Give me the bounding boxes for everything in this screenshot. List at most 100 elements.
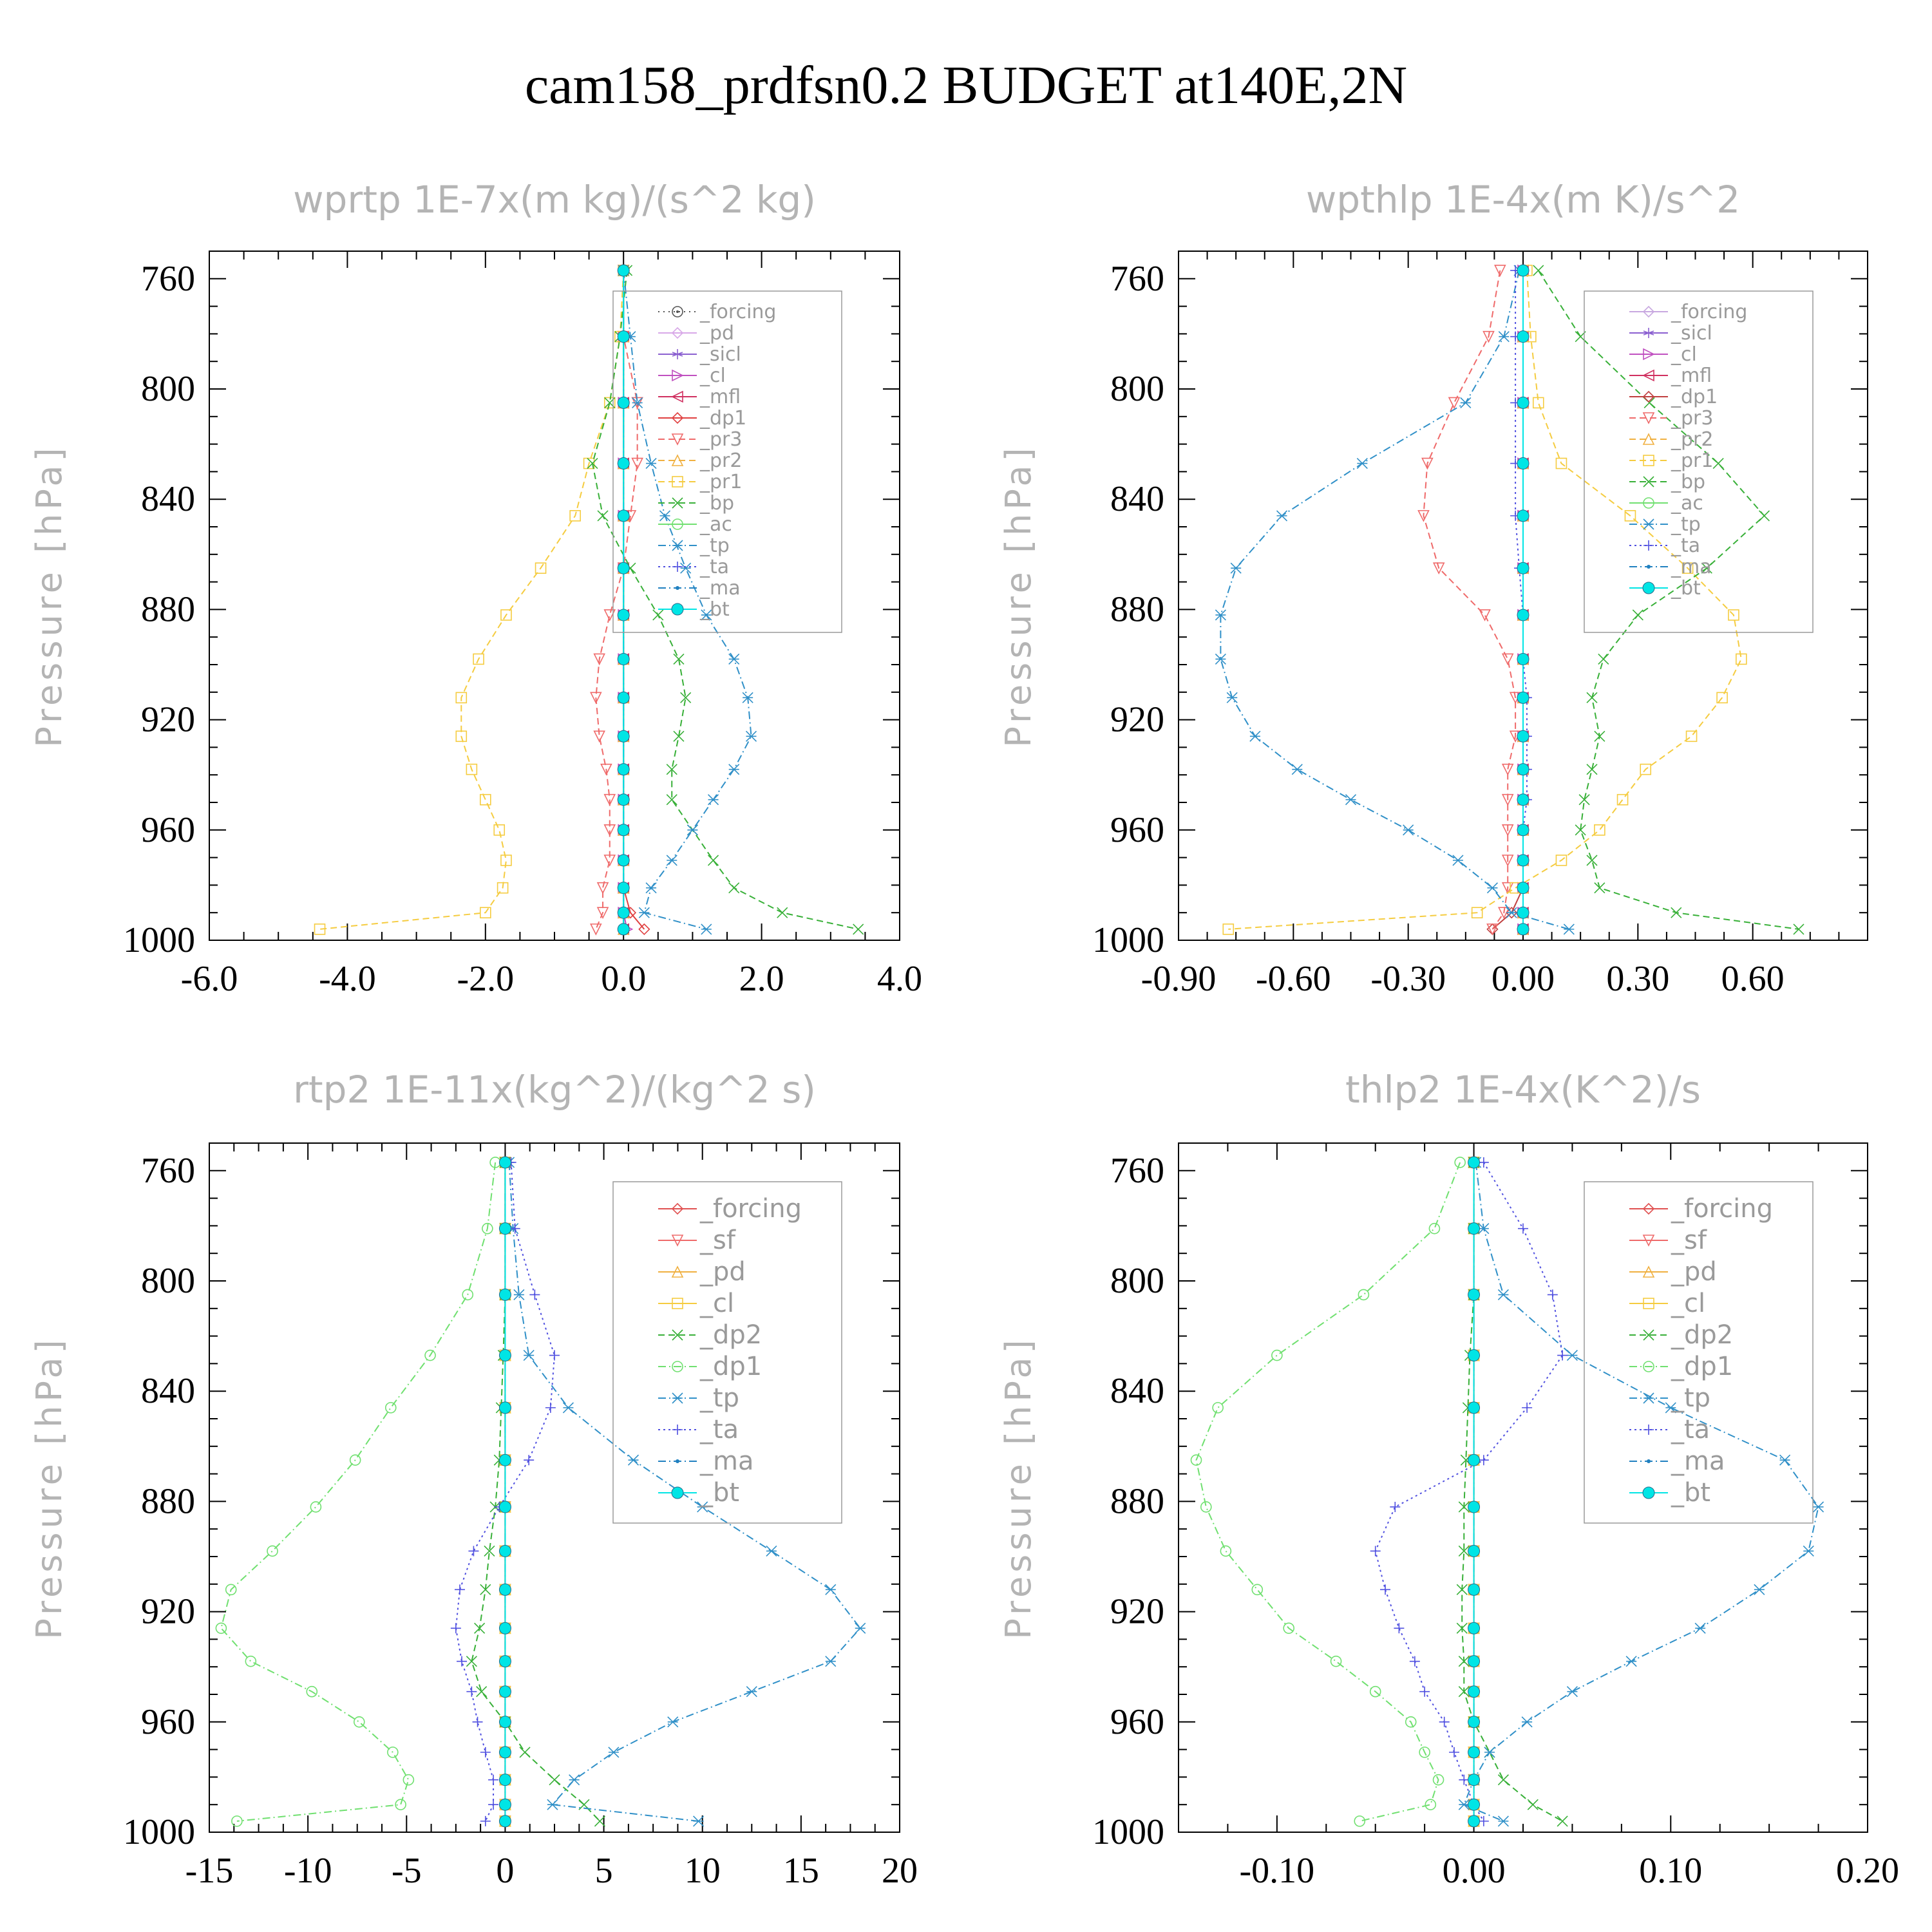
data-point-pr1 [497,882,509,894]
data-point-ta [480,1815,491,1826]
data-point-bt [498,1622,511,1634]
legend-item: _ma [1629,556,1712,578]
data-point-ta [524,1455,535,1466]
y-tick-label: 960 [141,810,195,850]
legend-marker [672,497,683,509]
data-point-ta [529,1289,540,1300]
legend-box [612,290,842,633]
data-point-dp1 [387,1747,399,1758]
y-tick-label: 800 [1110,369,1164,409]
x-tick-label: -15 [185,1851,234,1891]
data-point-dp2 [1497,1774,1509,1786]
data-point-bp [1793,923,1804,935]
data-point-bt [1517,562,1530,574]
legend-marker [1643,328,1654,338]
panel-title: rtp2 1E-11x(kg^2)/(kg^2 s) [293,1068,816,1112]
data-point-bt [617,562,630,574]
data-point-tp [513,1289,525,1300]
data-point-dp2 [480,1584,491,1595]
legend-label: _pr1 [1671,450,1713,472]
data-point-bt [617,652,630,665]
legend-marker [1643,455,1654,466]
legend-label: _pr3 [699,428,742,451]
legend-marker [672,1298,683,1309]
data-point-bt [617,330,630,343]
legend-item: _pr1 [658,471,742,493]
data-point-tp [680,562,692,574]
data-point-bt [1517,763,1530,776]
data-point-bt [617,264,630,277]
data-point-pr3 [603,609,616,621]
data-point-bt [498,1544,511,1557]
legend-label: _cl [699,1289,734,1318]
x-tick-label: -6.0 [181,959,238,999]
legend-marker [1643,1392,1654,1404]
legend-item: _cl [658,365,726,387]
series-line-dp1 [1195,1162,1461,1822]
legend-label: _pr1 [699,471,742,493]
legend-marker [1643,348,1655,361]
legend-item: _sf [1629,1226,1707,1255]
data-point-bt [1517,691,1530,704]
legend-marker [672,1361,683,1372]
legend-label: _ta [1671,1415,1710,1444]
data-point-tp [547,1799,558,1810]
series-group [314,264,864,936]
legend-marker [671,327,684,339]
data-point-tp [1249,730,1261,742]
x-tick-label: -10 [284,1851,332,1891]
legend-marker [1642,433,1655,445]
data-point-bp [1586,855,1598,866]
legend-item: _sicl [1629,322,1712,345]
legend-item: _dp1 [658,1352,762,1381]
data-point-ta [1478,1455,1489,1466]
y-tick-label: 920 [1110,700,1164,740]
data-point-pr3 [590,923,602,936]
legend-marker [1643,1361,1654,1372]
data-point-bt [617,854,630,867]
legend-marker [671,1202,684,1215]
data-point-dp2 [594,1815,606,1827]
data-point-pr3 [1417,510,1430,522]
data-point-bp [1671,907,1682,918]
y-tick-label: 760 [1110,1151,1164,1191]
x-tick-label: -0.10 [1240,1851,1315,1891]
data-point-dp1 [1354,1815,1366,1827]
data-point-tp [728,764,740,775]
data-point-ta [468,1546,479,1557]
y-tick-label: 960 [141,1702,195,1742]
legend-label: _ma [1671,556,1712,578]
data-point-bt [1517,652,1530,665]
data-point-pr1 [569,510,581,522]
data-point-tp [1484,1747,1495,1758]
data-point-pr3 [603,855,616,867]
legend-label: _cl [1671,1289,1705,1318]
data-point-dp2 [1456,1622,1468,1634]
data-point-dp1 [225,1584,237,1596]
legend-item: _tp [658,1383,739,1413]
legend-marker [672,476,683,488]
data-point-pr1 [1716,692,1728,704]
legend-label: _forcing [699,301,776,323]
legend-item: _bt [1629,577,1701,600]
data-point-bt [617,396,630,409]
legend-marker [672,349,683,359]
data-point-pr3 [1486,923,1499,936]
data-point-tp [693,1815,705,1827]
data-point-tp [1803,1545,1814,1557]
legend-marker [671,1235,684,1247]
data-point-bt [1468,1222,1481,1235]
legend-box [1584,1181,1814,1524]
legend-item: _forcing [658,1194,802,1224]
data-point-bt [1517,457,1530,470]
data-point-bt [498,1583,511,1596]
legend: _forcing_sf_pd_cl_dp2_dp1_tp_ta_ma_bt [612,1181,842,1524]
x-tick-label: 0.10 [1639,1851,1702,1891]
data-point-tp [1345,794,1357,806]
legend-label: _bt [699,598,730,621]
legend-item: _pd [1629,1257,1717,1287]
data-point-bt [1468,1454,1481,1466]
legend-label: _pr2 [699,450,742,472]
data-point-ta [466,1686,477,1697]
